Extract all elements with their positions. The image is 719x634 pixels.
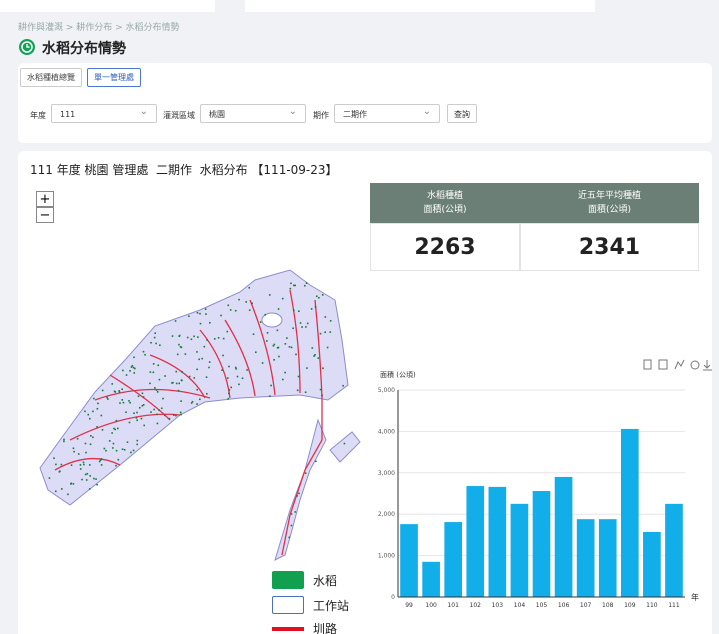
x-tick-label: 105 — [536, 602, 548, 609]
x-tick-label: 109 — [624, 602, 636, 609]
tab[interactable]: 水稻種植總覽 — [20, 68, 82, 87]
bar — [488, 486, 507, 597]
x-tick-label: 101 — [447, 602, 459, 609]
bar — [554, 476, 573, 597]
x-tick-label: 106 — [558, 602, 570, 609]
bar — [598, 519, 617, 597]
bar — [576, 519, 595, 597]
query-button[interactable]: 查詢 — [447, 104, 477, 123]
stat-value: 2263 — [370, 223, 520, 271]
legend-swatch — [272, 596, 304, 614]
bar — [400, 524, 418, 597]
legend-swatch — [272, 571, 304, 589]
bar — [510, 503, 529, 597]
map-lake — [261, 312, 283, 328]
select[interactable]: 111 — [51, 102, 157, 123]
x-tick-label: 110 — [646, 602, 658, 609]
zoom-out[interactable]: − — [36, 207, 54, 223]
breadcrumb[interactable]: 耕作與灌溉 > 耕作分布 > 水稻分布情勢 — [18, 23, 180, 33]
x-tick-label: 104 — [514, 602, 526, 609]
select[interactable]: 桃園 — [200, 102, 306, 123]
bar — [466, 486, 485, 597]
tab[interactable]: 單一管理處 — [87, 68, 141, 87]
page-title: 水稻分布情勢 — [42, 41, 126, 57]
x-tick-label: 107 — [580, 602, 592, 609]
x-tick-label: 108 — [602, 602, 614, 609]
top-card — [245, 0, 595, 12]
y-tick-label: 4,000 — [378, 428, 395, 435]
stat-header: 水稻種植 面積(公頃) — [370, 183, 520, 223]
x-tick-label: 111 — [668, 602, 680, 609]
map-heading: 111 年度 桃園 管理處 二期作 水稻分布 【111-09-23】 — [30, 163, 338, 177]
x-tick-label: 103 — [492, 602, 504, 609]
y-tick-label: 2,000 — [378, 511, 395, 518]
bar — [532, 491, 551, 597]
x-tick-label: 99 — [405, 602, 413, 609]
map-area — [39, 269, 361, 561]
canals — [54, 289, 323, 556]
clock-icon — [19, 39, 35, 55]
rice-fields — [48, 282, 346, 539]
select[interactable]: 二期作 — [334, 102, 440, 123]
map — [39, 269, 361, 561]
y-axis-label: 面積 (公頃) — [380, 370, 416, 379]
stat-value: 2341 — [520, 223, 699, 271]
toolbox[interactable] — [643, 359, 712, 371]
legend-label: 圳路 — [313, 622, 338, 634]
bar — [620, 428, 639, 597]
zoom-in[interactable]: + — [36, 191, 54, 207]
x-tick-label: 102 — [470, 602, 482, 609]
filter-label: 期作 — [313, 111, 329, 120]
x-axis-label: 年 — [691, 592, 699, 602]
filter-label: 年度 — [30, 111, 46, 120]
top-card — [0, 0, 215, 12]
bar — [422, 561, 440, 597]
bar — [665, 503, 683, 597]
bar — [444, 522, 463, 597]
x-tick-label: 100 — [425, 602, 437, 609]
y-tick-label: 0 — [391, 594, 395, 601]
y-tick-label: 3,000 — [378, 470, 395, 477]
legend-label: 水稻 — [313, 574, 338, 588]
bar-chart: 面積 (公頃) 年 0 1,000 2,000 3,000 4,000 5,000 99 100 1… — [378, 359, 712, 609]
y-tick-label: 5,000 — [378, 387, 395, 394]
legend-label: 工作站 — [313, 599, 350, 613]
stat-header: 近五年平均種植 面積(公頃) — [520, 183, 699, 223]
y-tick-label: 1,000 — [378, 553, 395, 560]
legend-swatch — [272, 627, 304, 631]
bar — [643, 532, 661, 597]
filter-label: 灌溉區域 — [163, 111, 195, 120]
